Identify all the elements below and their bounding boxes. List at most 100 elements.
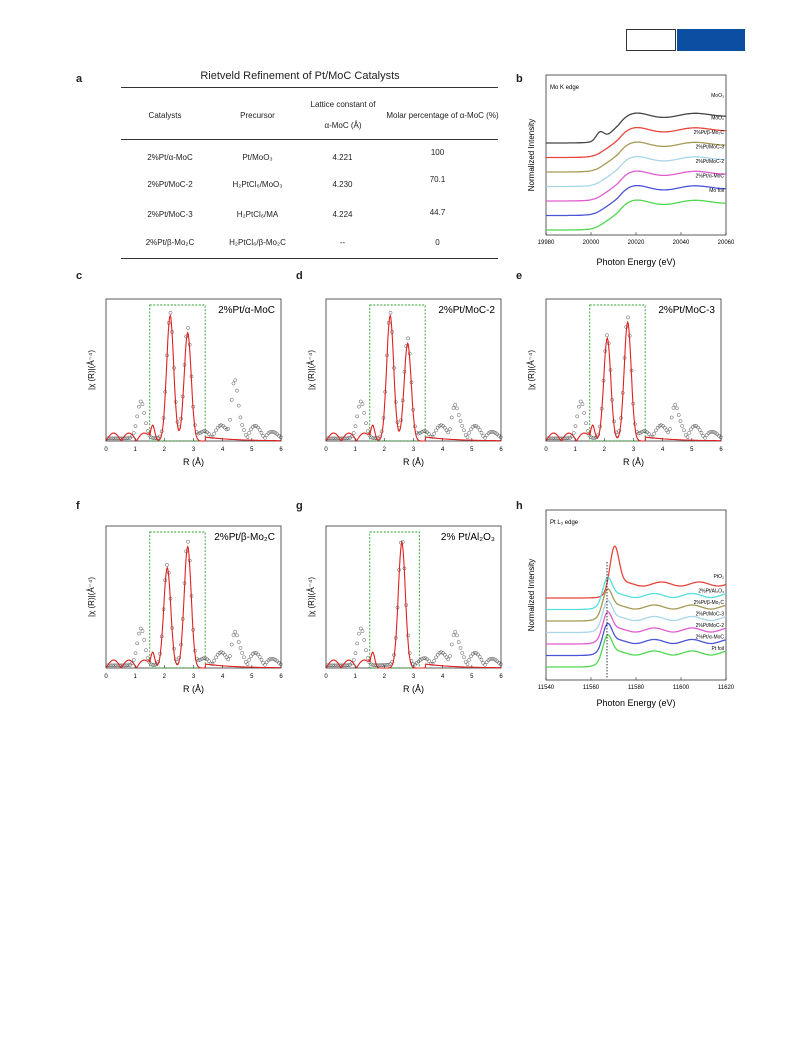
table-header: Lattice constant of: [310, 100, 376, 109]
panel-label-b: b: [516, 73, 523, 85]
table-cell: 70.1: [429, 175, 446, 184]
table-cell: H₂PtCl₆/MA: [236, 210, 279, 219]
data-point: [240, 423, 245, 427]
data-point: [351, 431, 356, 435]
data-point: [680, 424, 685, 428]
data-point: [379, 663, 384, 668]
data-point: [675, 406, 679, 411]
data-point: [479, 657, 484, 662]
data-point: [252, 650, 257, 655]
table-cell: H₂PtCl₆/β-Mo₂C: [229, 238, 286, 247]
data-point: [432, 431, 437, 436]
data-point: [673, 402, 678, 407]
data-point: [126, 663, 131, 668]
data-point: [133, 424, 138, 429]
data-point: [224, 655, 229, 660]
data-point: [490, 656, 494, 661]
x-tick-label: 5: [470, 447, 474, 453]
data-point: [344, 436, 349, 441]
data-point: [488, 430, 493, 434]
data-point: [264, 660, 269, 665]
data-point: [341, 436, 346, 441]
data-point: [477, 654, 482, 659]
header-accent-bar: [677, 29, 745, 51]
x-tick-label: 11620: [718, 685, 735, 691]
table-top-rule: [121, 87, 498, 88]
series-label: Mo foil: [709, 188, 724, 194]
table-cell: 0: [435, 238, 440, 247]
data-point: [210, 435, 215, 439]
data-point: [699, 430, 704, 435]
data-point: [418, 430, 423, 435]
table-cell: 4.230: [332, 180, 353, 189]
x-tick-label: 11560: [583, 685, 600, 691]
data-point: [481, 661, 486, 665]
data-point: [636, 431, 641, 436]
series-label: 2%Pt/α-MoC: [696, 635, 725, 641]
data-point: [142, 411, 147, 415]
data-point: [330, 663, 335, 668]
x-tick-label: 2: [163, 674, 167, 680]
data-point: [207, 432, 211, 436]
data-point: [550, 436, 555, 441]
chart-mo-k-edge: MoO₃ MoO₂ 2%Pt/β-Mo₂C 2%Pt/MoC-3 2%Pt/MoC-2 2…: [527, 74, 735, 267]
x-tick-label: 6: [499, 447, 503, 453]
data-point: [448, 427, 452, 431]
data-point: [554, 436, 559, 441]
data-point: [219, 423, 224, 428]
data-point: [263, 435, 267, 440]
data-point: [200, 656, 204, 661]
data-point: [133, 651, 138, 656]
table-cell: Pt/MoO₃: [242, 153, 273, 162]
data-point: [432, 658, 437, 663]
panel-label-h: h: [516, 500, 523, 512]
data-point: [362, 411, 367, 415]
data-point: [446, 430, 451, 435]
data-point: [678, 419, 683, 423]
data-point: [151, 663, 155, 667]
data-point: [592, 436, 597, 440]
data-point: [344, 663, 349, 668]
data-point: [462, 428, 466, 433]
data-point: [446, 657, 451, 662]
data-point: [381, 663, 386, 667]
data-point: [121, 663, 126, 668]
plot-frame: [545, 74, 727, 236]
series-line: [546, 545, 727, 599]
data-point: [243, 433, 248, 437]
data-point: [657, 424, 662, 428]
data-point: [214, 428, 218, 433]
data-point: [462, 655, 466, 660]
series-line: [546, 199, 726, 231]
data-point: [245, 435, 250, 439]
data-point: [638, 430, 643, 435]
data-point: [240, 651, 245, 655]
data-point: [353, 651, 358, 656]
x-tick-label: 3: [632, 447, 636, 453]
data-point: [235, 633, 239, 638]
data-point: [235, 388, 239, 393]
data-point: [498, 662, 503, 667]
data-point: [341, 663, 346, 668]
data-point: [138, 399, 143, 404]
data-point: [439, 423, 444, 428]
series-line: [546, 155, 726, 188]
data-point: [236, 403, 241, 408]
chart-title: 2%Pt/β-Mo₂C: [214, 532, 275, 543]
chart-title: 2%Pt/MoC-3: [658, 305, 715, 316]
series-label: 2%Pt/MoC-2: [696, 159, 725, 165]
data-point: [226, 657, 231, 662]
x-tick-label: 5: [250, 674, 254, 680]
y-axis-label: Normalized Intensity: [527, 559, 536, 631]
data-point: [369, 435, 374, 440]
edge-annotation: Mo K edge: [550, 85, 580, 91]
series-line: [546, 112, 726, 144]
data-point: [481, 434, 486, 438]
data-point: [186, 326, 190, 330]
data-point: [263, 662, 267, 667]
x-tick-label: 1: [353, 447, 357, 453]
data-point: [460, 424, 465, 428]
data-point: [488, 657, 493, 661]
data-point: [420, 656, 424, 661]
data-point: [580, 402, 585, 406]
